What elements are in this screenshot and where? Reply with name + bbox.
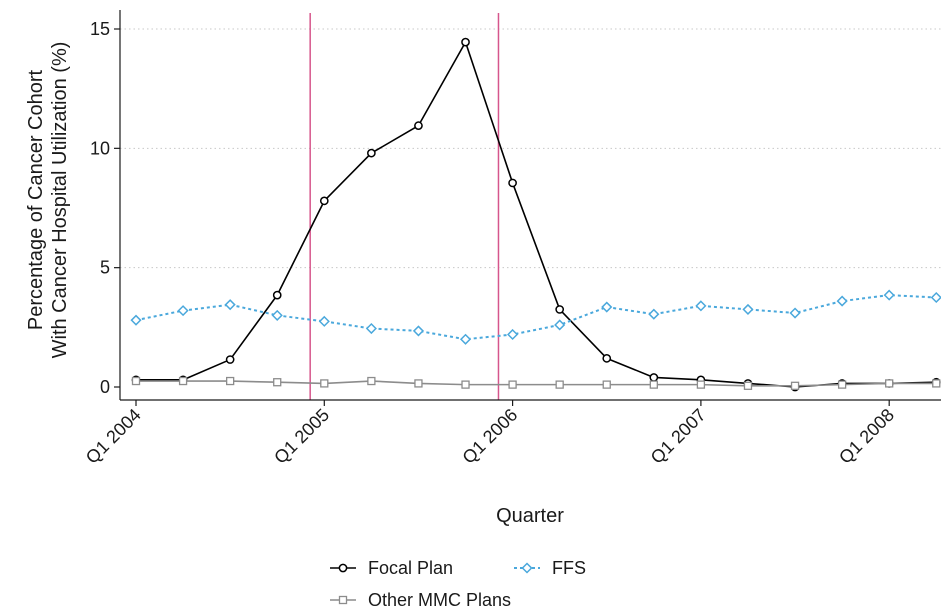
data-point [507,328,519,341]
data-point [930,291,941,304]
data-point [555,305,565,314]
data-point [837,380,847,389]
data-point [601,301,613,313]
y-ticks: 0 5 10 15 [90,19,120,397]
y-tick-label: 15 [90,19,110,39]
data-point [224,299,236,311]
legend-item: Focal Plan [330,558,453,578]
legend-label: Focal Plan [368,558,453,578]
x-tick-label: Q1 2007 [647,405,710,468]
legend: Focal Plan FFS Other MMC Plans [330,558,586,610]
y-axis-title-line: With Cancer Hospital Utilization (%) [49,42,71,359]
data-point [649,373,659,382]
data-point [318,315,330,327]
data-point [648,308,660,320]
reference-lines [309,13,500,400]
data-point [225,376,235,386]
data-point [273,378,282,387]
data-point [319,196,329,206]
data-point [177,305,189,317]
x-axis-title: Quarter [496,505,564,527]
data-point [508,380,517,389]
data-point [602,354,612,363]
data-point [414,121,423,131]
data-point [554,319,566,331]
data-point [461,380,470,389]
data-point [885,379,894,388]
data-point [338,595,348,605]
data-point [338,563,348,573]
data-point [461,37,470,47]
data-point [790,381,800,390]
y-tick-label: 5 [100,258,110,278]
y-tick-label: 10 [90,138,110,158]
series-line [135,294,937,341]
data-point [789,307,801,319]
x-tick-label: Q1 2004 [82,405,145,468]
y-tick-label: 0 [100,377,110,397]
legend-item: Other MMC Plans [330,590,511,610]
series-other-mmc-plans [131,376,941,390]
data-point [272,290,282,300]
data-point [271,309,283,321]
data-point [883,289,895,301]
data-point [695,300,707,312]
x-tick-label: Q1 2006 [458,405,521,468]
data-point [225,355,235,364]
data-point [412,325,425,337]
series [130,37,941,392]
data-point [696,380,706,389]
data-point [130,314,142,326]
x-tick-label: Q1 2005 [270,405,333,468]
data-point [367,148,376,158]
gridlines [120,28,941,269]
data-point [521,562,533,574]
data-point [367,376,376,386]
y-axis-title-line: Percentage of Cancer Cohort [25,69,47,330]
data-point [508,178,517,188]
series-line [136,41,937,388]
y-axis-title: Percentage of Cancer Cohort With Cancer H… [25,42,71,359]
series-line [136,380,937,387]
data-point [743,381,753,390]
data-point [131,376,141,386]
data-point [320,379,329,388]
data-point [836,295,848,307]
legend-label: Other MMC Plans [368,590,511,610]
data-point [649,380,658,389]
legend-label: FFS [552,558,586,578]
x-tick-label: Q1 2008 [835,405,898,468]
data-point [602,380,611,389]
data-point [555,380,564,389]
data-point [178,376,188,386]
data-point [459,333,472,345]
data-point [414,379,423,388]
data-point [932,379,941,388]
legend-item: FFS [514,558,586,578]
x-ticks: Q1 2004 Q1 2005 Q1 2006 Q1 2007 Q1 2008 [82,400,898,468]
data-point [742,303,754,315]
series-ffs [130,289,941,345]
series-focal-plan [131,37,941,392]
data-point [365,322,377,335]
